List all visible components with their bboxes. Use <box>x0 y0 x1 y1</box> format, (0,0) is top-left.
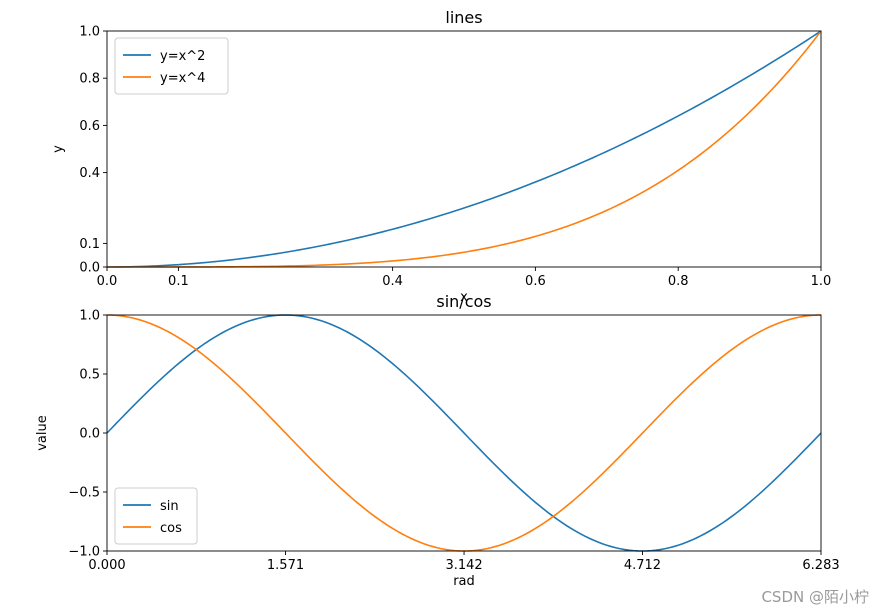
chart2-title: sin/cos <box>436 292 491 311</box>
chart2-legend-box <box>114 487 198 545</box>
chart1-legend-box <box>114 37 229 95</box>
chart1-ylabel: y <box>51 145 66 153</box>
chart2-xtick-label: 4.712 <box>624 558 661 573</box>
chart1-ytick-label: 0.0 <box>79 261 100 276</box>
chart1-xtick-label: 0.0 <box>97 274 118 289</box>
chart1-xtick-label: 0.4 <box>382 274 403 289</box>
chart1-series-yx2-line <box>106 30 822 268</box>
chart2-ylabel: value <box>35 415 50 451</box>
chart1-title: lines <box>445 8 482 27</box>
chart2-ytick-label: −1.0 <box>68 545 100 560</box>
chart1-ytick-label: 0.1 <box>79 237 100 252</box>
chart1-ytick-label: 0.8 <box>79 72 100 87</box>
chart2-xlabel: rad <box>453 574 475 589</box>
chart1-ytick-label: 0.6 <box>79 119 100 134</box>
chart1-xlabel: x <box>460 290 468 305</box>
chart1-xtick-label: 0.6 <box>525 274 546 289</box>
chart2-ytick-label: 1.0 <box>79 309 100 324</box>
chart2-series-sin-line <box>106 314 822 552</box>
chart1-legend-label-yx4: y=x^4 <box>160 71 205 86</box>
chart1-axes-frame <box>106 30 822 268</box>
chart1-xtick-label: 1.0 <box>811 274 832 289</box>
chart2-xtick-label: 1.571 <box>267 558 304 573</box>
chart2-xtick-label: 3.142 <box>445 558 482 573</box>
chart1-ytick-label: 0.4 <box>79 166 100 181</box>
chart2-ytick-label: −0.5 <box>68 486 100 501</box>
chart1-ytick-label: 1.0 <box>79 25 100 40</box>
chart2-legend-label-sin: sin <box>160 499 179 514</box>
chart2-ytick-label: 0.5 <box>79 368 100 383</box>
chart2-xtick-label: 6.283 <box>802 558 839 573</box>
chart1-xtick-label: 0.1 <box>168 274 189 289</box>
chart1-xtick-label: 0.8 <box>668 274 689 289</box>
watermark: CSDN @陌小柠 <box>761 588 869 606</box>
chart1-legend-label-yx2: y=x^2 <box>160 49 205 64</box>
chart2-xtick-label: 0.000 <box>88 558 125 573</box>
chart2-legend-label-cos: cos <box>160 521 182 536</box>
chart2-ytick-label: 0.0 <box>79 427 100 442</box>
